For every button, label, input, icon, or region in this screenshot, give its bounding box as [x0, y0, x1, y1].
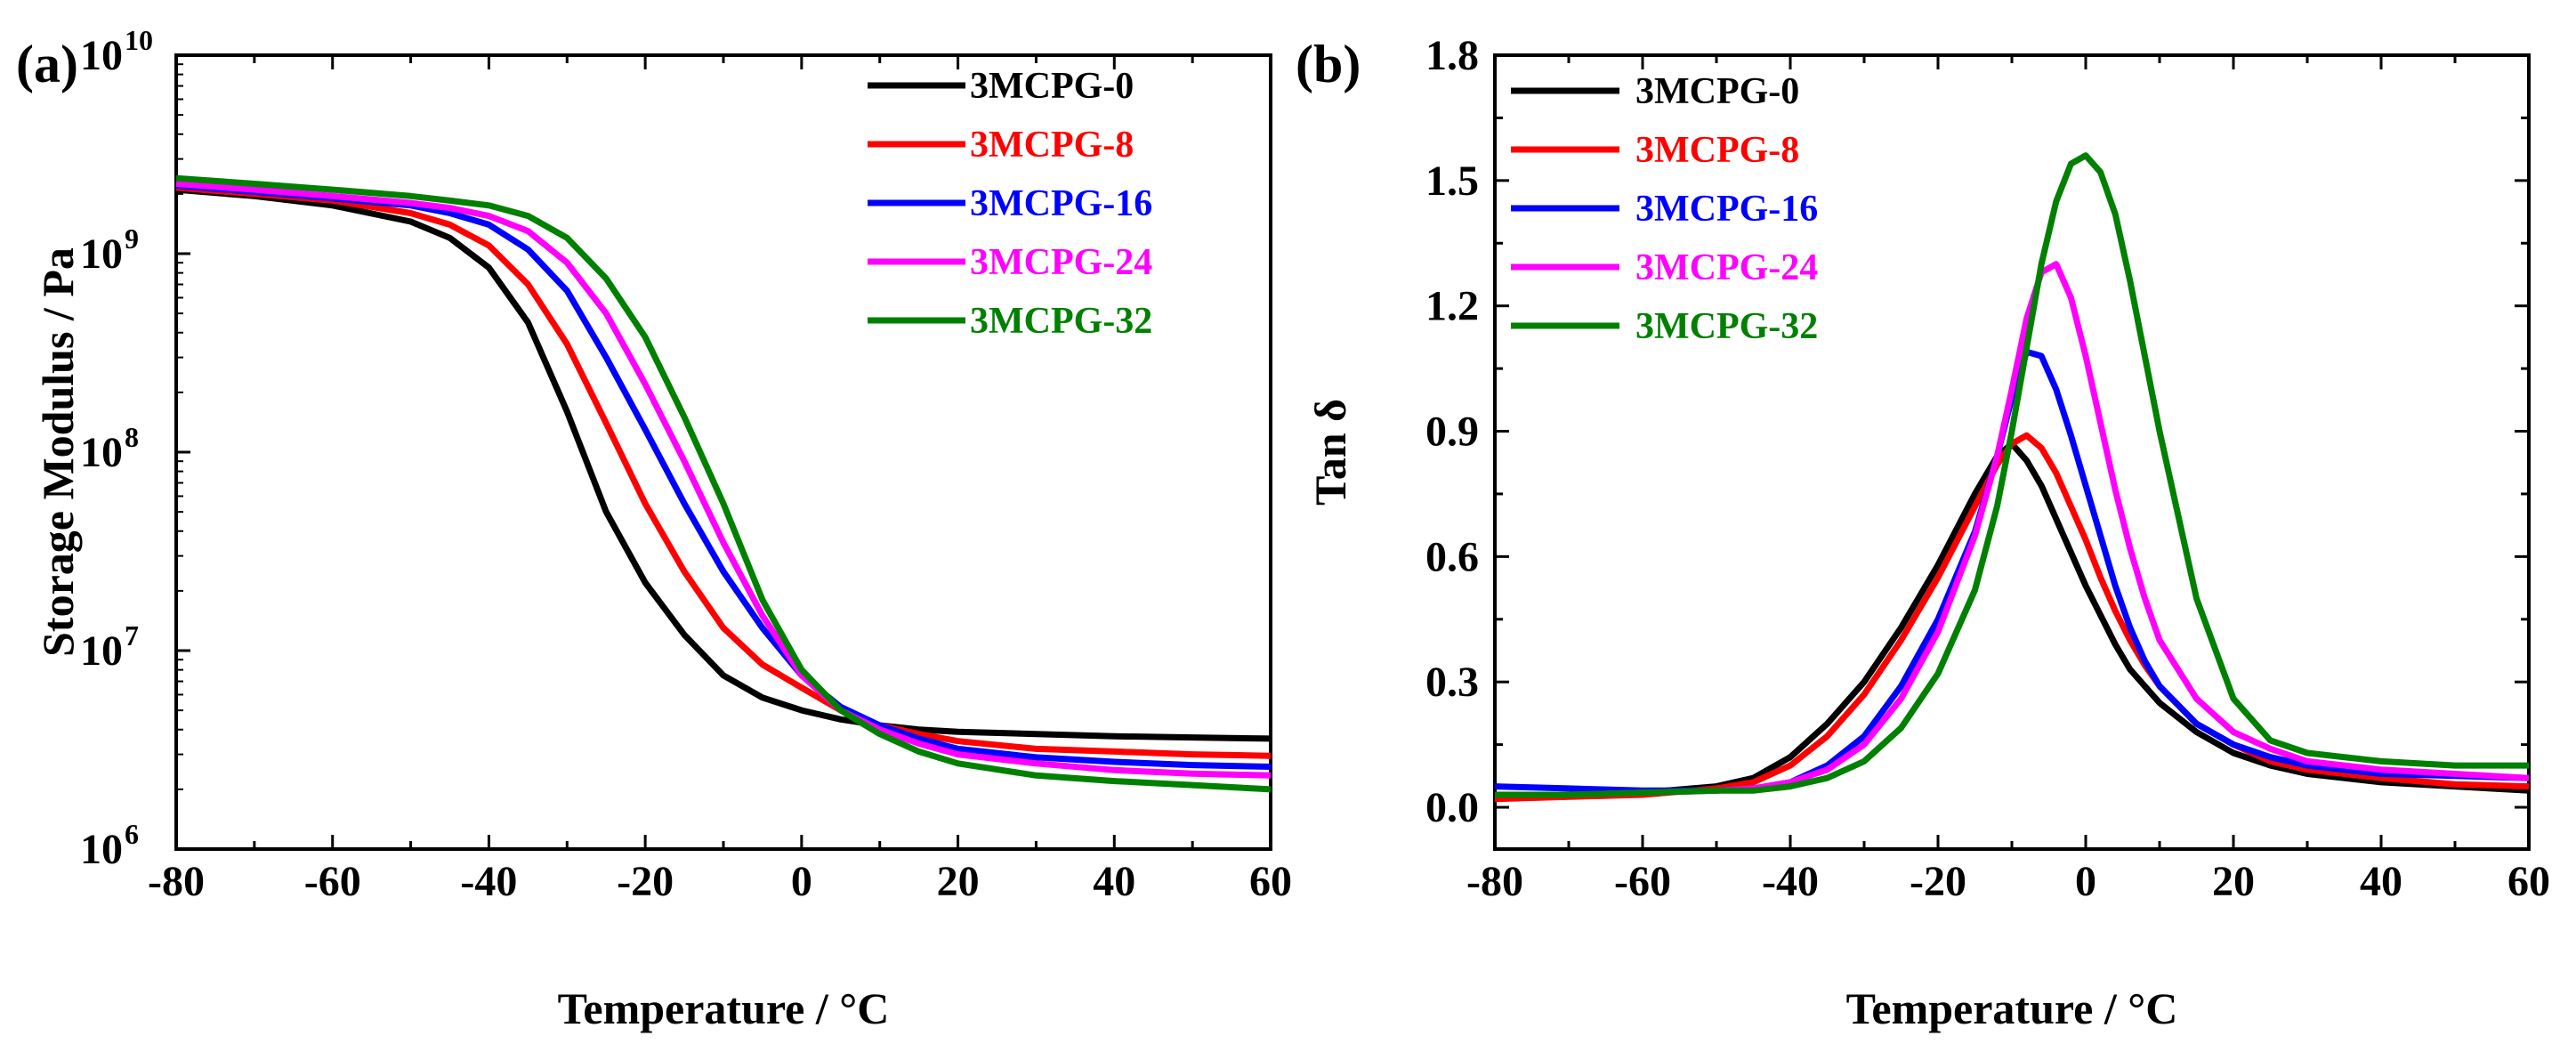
y-tick-label: 1.8 — [1425, 32, 1479, 79]
x-tick-label: -80 — [1466, 858, 1523, 905]
panel-b-plot-frame — [1493, 53, 2531, 851]
panel-a-y-axis-title: Storage Modulus / Pa — [33, 247, 83, 657]
x-tick-label: 0 — [791, 858, 812, 905]
x-tick-label: 40 — [2360, 858, 2402, 905]
panel-a-x-axis-title: Temperature / °C — [558, 983, 890, 1033]
panel-a-label: (a) — [16, 35, 78, 93]
series-line-3mcpg-8 — [175, 184, 1272, 759]
legend-label-3mcpg-0: 3MCPG-0 — [970, 66, 1134, 107]
panel-a-series-lines — [175, 174, 1272, 793]
y-tick-label: 10 — [80, 627, 123, 675]
legend-label-3mcpg-32: 3MCPG-32 — [1635, 306, 1818, 347]
legend-label-3mcpg-24: 3MCPG-24 — [1635, 247, 1818, 288]
x-tick-label: -60 — [304, 858, 361, 905]
y-tick-label: 1.2 — [1425, 283, 1479, 330]
legend-label-3mcpg-32: 3MCPG-32 — [970, 301, 1152, 342]
x-tick-label: 60 — [1249, 858, 1292, 905]
y-tick-label: 0.0 — [1425, 784, 1479, 831]
y-tick-exponent: 8 — [125, 421, 139, 453]
y-tick-label: 10 — [80, 826, 123, 873]
x-tick-label: 0 — [2075, 858, 2096, 905]
panel-a-x-ticks: -80 -60 -40 -20 0 20 40 60 — [148, 55, 1292, 905]
panel-a-plot-frame — [174, 53, 1272, 851]
x-tick-label: -40 — [460, 858, 517, 905]
y-tick-label: 0.9 — [1425, 409, 1479, 456]
y-tick-label: 10 — [80, 231, 123, 278]
y-tick-exponent: 7 — [125, 619, 139, 651]
x-tick-label: -20 — [617, 858, 674, 905]
x-tick-label: 20 — [937, 858, 980, 905]
series-line-3mcpg-24 — [1495, 261, 2530, 798]
y-tick-label: 10 — [80, 429, 123, 476]
x-tick-label: -40 — [1762, 858, 1819, 905]
panel-b-x-ticks: -80 -60 -40 -20 0 20 40 60 — [1466, 55, 2550, 905]
y-tick-label: 10 — [80, 32, 123, 79]
x-tick-label: -80 — [148, 858, 205, 905]
panel-b-x-axis-title: Temperature / °C — [1846, 983, 2178, 1033]
y-tick-label: 1.5 — [1425, 158, 1479, 205]
legend-label-3mcpg-24: 3MCPG-24 — [970, 242, 1152, 283]
legend-label-3mcpg-16: 3MCPG-16 — [970, 183, 1152, 224]
y-tick-exponent: 9 — [125, 223, 139, 255]
series-line-3mcpg-32 — [1495, 152, 2529, 798]
x-tick-label: 40 — [1093, 858, 1135, 905]
series-line-3mcpg-16 — [175, 182, 1272, 770]
legend-label-3mcpg-8: 3MCPG-8 — [1635, 130, 1799, 171]
panel-b-y-ticks: 0.0 0.3 0.6 0.9 1.2 1.5 1.8 — [1425, 32, 2529, 831]
panel-b: (b) -80 -60 -40 -20 0 20 40 60 0.0 0.3 0.6 0.9 1.2 1… — [1296, 32, 2550, 1033]
y-tick-label: 0.6 — [1425, 533, 1479, 580]
y-tick-exponent: 6 — [125, 818, 139, 850]
legend-label-3mcpg-16: 3MCPG-16 — [1635, 189, 1818, 230]
panel-b-legend: 3MCPG-0 3MCPG-8 3MCPG-16 3MCPG-24 3MCPG-32 — [1511, 71, 1818, 347]
y-tick-label: 0.3 — [1425, 659, 1479, 706]
series-line-3mcpg-24 — [175, 181, 1272, 779]
x-tick-label: 20 — [2212, 858, 2255, 905]
series-line-3mcpg-8 — [1494, 432, 2530, 803]
legend-label-3mcpg-8: 3MCPG-8 — [970, 125, 1134, 166]
panel-b-y-axis-title: Tan δ — [1305, 399, 1355, 506]
panel-b-label: (b) — [1296, 35, 1361, 93]
x-tick-label: -60 — [1614, 858, 1671, 905]
series-line-3mcpg-32 — [175, 174, 1272, 793]
panel-b-series-lines — [1494, 152, 2530, 803]
legend-label-3mcpg-0: 3MCPG-0 — [1635, 71, 1799, 112]
x-tick-label: -20 — [1910, 858, 1966, 905]
y-tick-exponent: 10 — [125, 24, 153, 56]
panel-a-legend: 3MCPG-0 3MCPG-8 3MCPG-16 3MCPG-24 3MCPG-32 — [868, 66, 1152, 342]
series-line-3mcpg-0 — [1495, 441, 2530, 798]
series-line-3mcpg-0 — [175, 186, 1272, 742]
x-tick-label: 60 — [2507, 858, 2550, 905]
